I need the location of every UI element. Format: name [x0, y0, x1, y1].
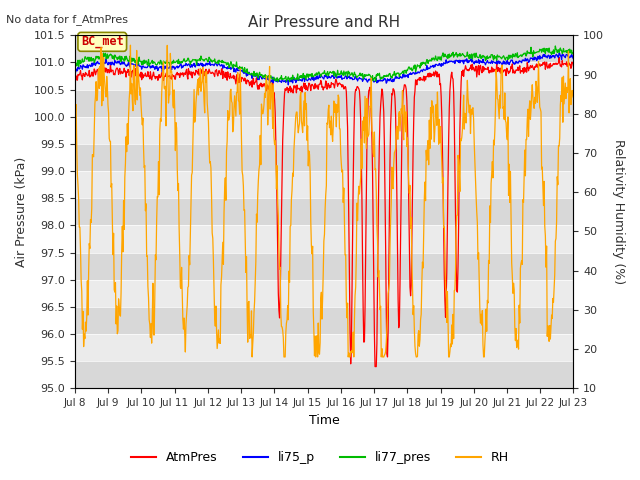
- li77_pres: [570, 49, 577, 55]
- Text: BC_met: BC_met: [81, 36, 124, 48]
- li77_pres: [102, 50, 109, 56]
- Bar: [75, 361, 573, 388]
- li75_p: [284, 82, 292, 88]
- Bar: [75, 144, 573, 171]
- RH: [502, 118, 509, 123]
- li75_p: [389, 76, 397, 82]
- Bar: [75, 117, 573, 144]
- Bar: [75, 334, 573, 361]
- li75_p: [570, 56, 577, 62]
- RH: [375, 267, 383, 273]
- li77_pres: [71, 63, 79, 69]
- Line: li77_pres: li77_pres: [75, 46, 573, 82]
- AtmPres: [450, 89, 458, 95]
- li77_pres: [552, 43, 559, 49]
- li75_p: [450, 59, 458, 65]
- Bar: [75, 226, 573, 252]
- RH: [248, 354, 256, 360]
- Y-axis label: Air Pressure (kPa): Air Pressure (kPa): [15, 156, 28, 267]
- X-axis label: Time: Time: [308, 414, 340, 427]
- li75_p: [501, 59, 509, 65]
- RH: [71, 120, 79, 125]
- li75_p: [556, 50, 563, 56]
- li75_p: [102, 60, 109, 65]
- RH: [102, 91, 109, 96]
- AtmPres: [360, 339, 368, 345]
- AtmPres: [102, 69, 109, 75]
- RH: [127, 42, 134, 48]
- Bar: [75, 171, 573, 198]
- Bar: [75, 307, 573, 334]
- Text: No data for f_AtmPres: No data for f_AtmPres: [6, 14, 129, 25]
- Bar: [75, 198, 573, 226]
- li75_p: [71, 67, 79, 73]
- AtmPres: [501, 68, 509, 73]
- Y-axis label: Relativity Humidity (%): Relativity Humidity (%): [612, 139, 625, 284]
- Bar: [75, 62, 573, 90]
- RH: [570, 95, 577, 101]
- RH: [390, 161, 397, 167]
- Line: AtmPres: AtmPres: [75, 58, 573, 367]
- Title: Air Pressure and RH: Air Pressure and RH: [248, 15, 400, 30]
- li77_pres: [389, 72, 397, 77]
- Bar: [75, 90, 573, 117]
- AtmPres: [570, 63, 577, 69]
- AtmPres: [371, 364, 379, 370]
- Line: li75_p: li75_p: [75, 53, 573, 85]
- Bar: [75, 36, 573, 62]
- li77_pres: [450, 54, 458, 60]
- RH: [362, 118, 369, 123]
- Bar: [75, 280, 573, 307]
- li77_pres: [374, 72, 382, 78]
- Legend: AtmPres, li75_p, li77_pres, RH: AtmPres, li75_p, li77_pres, RH: [126, 446, 514, 469]
- Bar: [75, 252, 573, 280]
- li77_pres: [501, 56, 509, 61]
- li75_p: [374, 79, 382, 85]
- AtmPres: [389, 86, 397, 92]
- li77_pres: [361, 73, 369, 79]
- li77_pres: [275, 79, 282, 84]
- Line: RH: RH: [75, 45, 573, 357]
- AtmPres: [71, 76, 79, 82]
- AtmPres: [556, 55, 563, 60]
- RH: [451, 288, 458, 293]
- li75_p: [361, 76, 369, 82]
- AtmPres: [374, 225, 382, 230]
